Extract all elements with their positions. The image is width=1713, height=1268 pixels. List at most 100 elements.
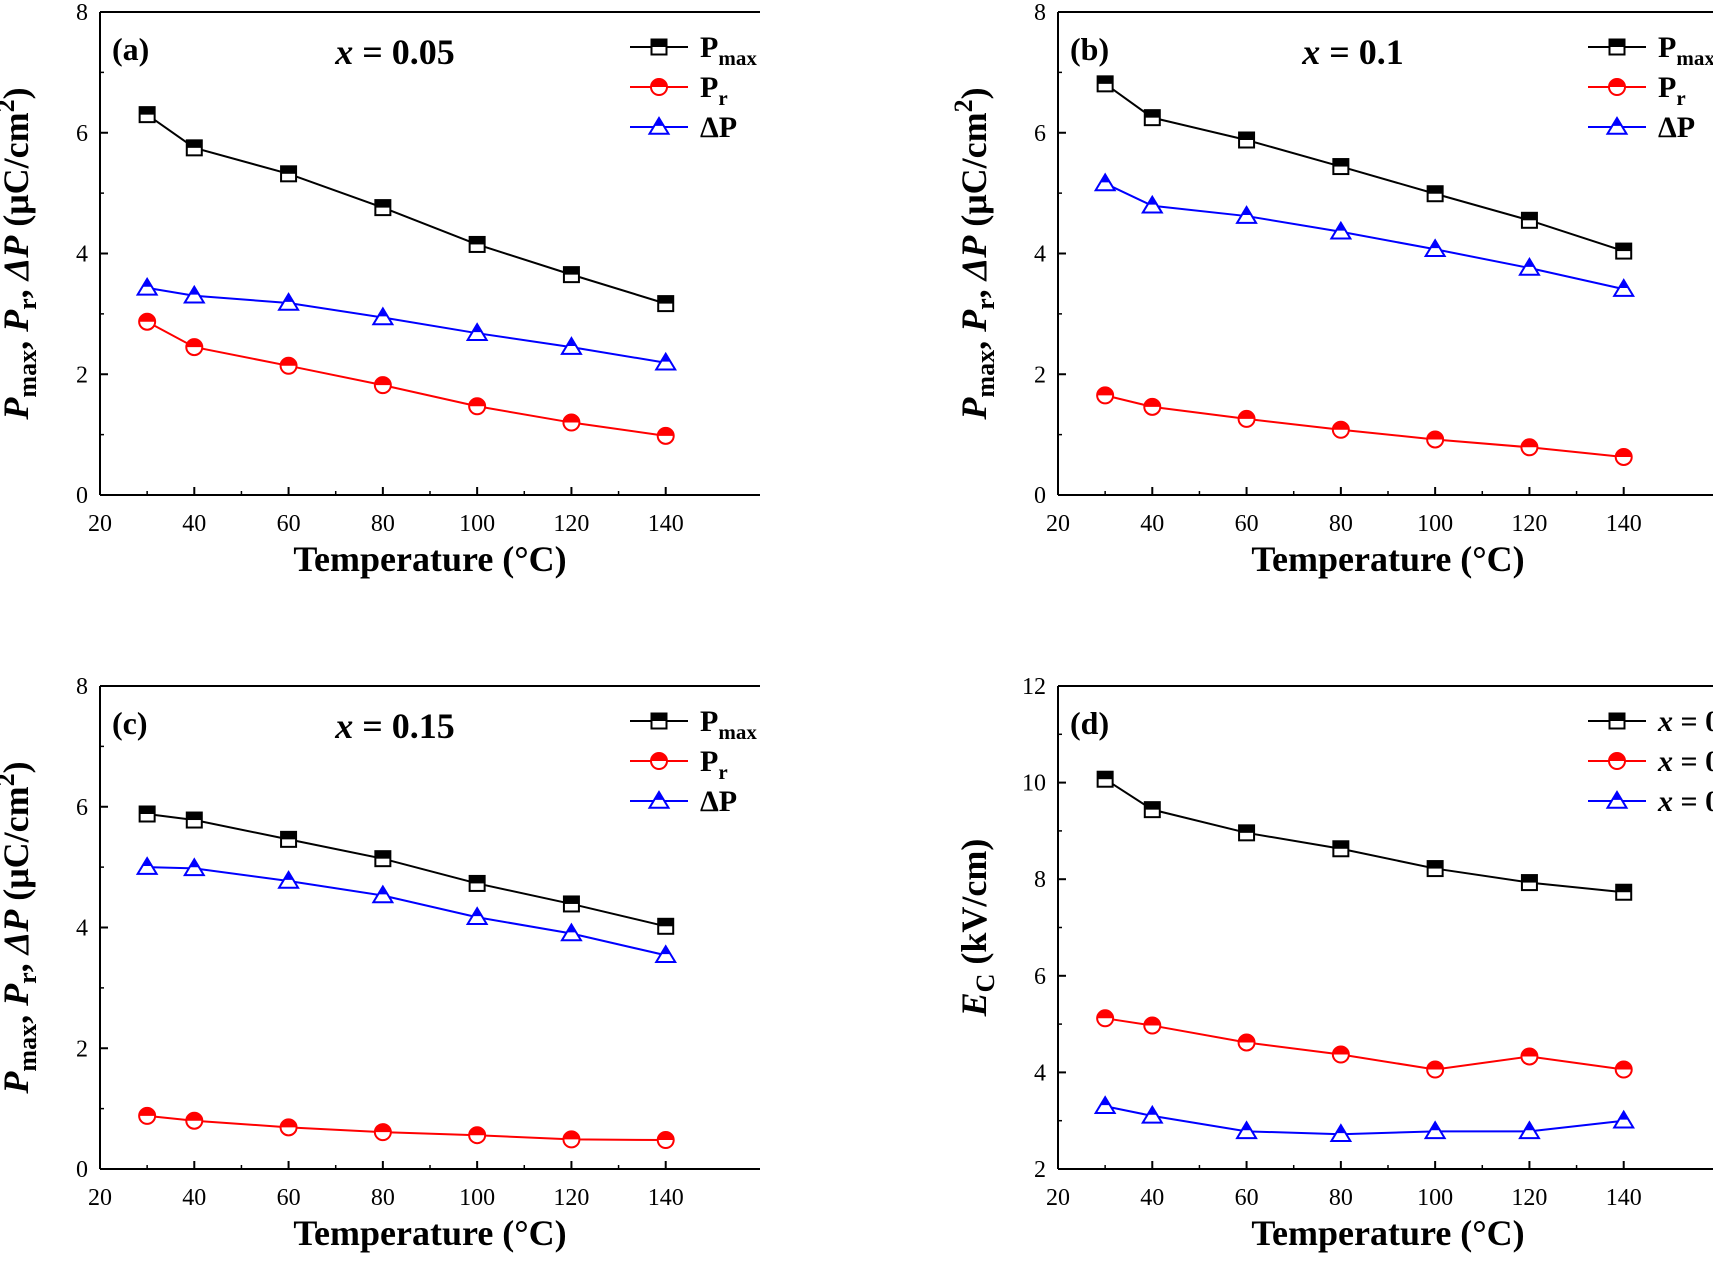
y-tick-label: 0 <box>76 483 88 509</box>
y-title-sup: 2 <box>949 99 978 112</box>
series-0 <box>1096 75 1633 260</box>
y-title-delta-p: ΔP <box>954 235 994 283</box>
data-point-fill <box>1615 448 1632 457</box>
y-title-comma: , <box>954 332 994 350</box>
data-point-fill <box>1427 861 1443 869</box>
y-title-unit: (μC/cm <box>954 112 994 235</box>
data-point-fill <box>139 1107 156 1116</box>
legend-label: x = 0.05 <box>1657 705 1713 738</box>
y-tick-label: 12 <box>1022 674 1046 700</box>
data-point-fill <box>1144 802 1160 810</box>
x-tick-label: 120 <box>1511 1185 1547 1211</box>
y-title-close: ) <box>0 761 36 773</box>
y-tick-label: 2 <box>1034 1157 1046 1183</box>
legend-main: P <box>1658 31 1676 64</box>
x-tick-label: 140 <box>1606 511 1642 537</box>
data-point-fill <box>1524 1122 1535 1131</box>
data-point-fill <box>1521 1048 1538 1057</box>
y-title-delta-p: ΔP <box>0 909 36 957</box>
y-tick-label: 6 <box>76 121 88 147</box>
data-point-fill <box>1618 1111 1629 1120</box>
y-title-sup: 2 <box>0 99 20 112</box>
annotation-var: x <box>334 706 353 746</box>
y-tick-label: 0 <box>76 1157 88 1183</box>
data-point-fill <box>1100 1097 1110 1106</box>
x-tick-label: 80 <box>1329 1185 1353 1211</box>
composition-annotation: x = 0.15 <box>334 706 455 746</box>
annotation-var: x <box>1301 32 1320 72</box>
data-point-fill <box>1100 174 1110 183</box>
x-tick-label: 60 <box>1235 511 1259 537</box>
x-tick-label: 100 <box>1417 511 1453 537</box>
x-tick-label: 100 <box>459 511 495 537</box>
series-2 <box>135 276 677 371</box>
data-point-fill <box>1618 280 1629 288</box>
x-tick-label: 80 <box>371 511 395 537</box>
data-point-fill <box>186 1112 203 1121</box>
y-title-sub-r: r <box>13 298 42 310</box>
series-1 <box>1096 386 1633 466</box>
x-tick-label: 40 <box>182 1185 206 1211</box>
legend-main: P <box>1658 71 1676 104</box>
data-point-fill <box>1524 258 1535 267</box>
series-line <box>147 813 666 928</box>
legend-label: ΔP <box>1658 111 1695 144</box>
x-axis-title: Temperature (°C) <box>1251 539 1524 579</box>
legend-main: P <box>700 705 718 738</box>
composition-annotation: x = 0.1 <box>1301 32 1404 72</box>
y-axis-title: EC (kV/cm) <box>954 839 1000 1018</box>
y-title-unit: (kV/cm) <box>954 839 994 974</box>
x-tick-label: 80 <box>1329 511 1353 537</box>
series-2 <box>1093 1095 1635 1142</box>
composition-annotation: x = 0.05 <box>334 32 455 72</box>
y-tick-label: 4 <box>1034 1060 1046 1086</box>
data-point-fill <box>472 908 482 917</box>
data-point-fill <box>186 812 202 821</box>
data-point-fill <box>283 294 294 302</box>
x-axis-title: Temperature (°C) <box>293 539 566 579</box>
legend-marker-fill <box>1612 792 1622 800</box>
y-title-sub-r: r <box>13 972 42 984</box>
data-point-fill <box>186 140 202 148</box>
data-point-fill <box>563 267 579 275</box>
series-line <box>1104 1017 1624 1071</box>
y-title-comma: , <box>954 280 994 298</box>
x-tick-label: 20 <box>88 511 112 537</box>
data-point-fill <box>142 858 152 866</box>
data-point-fill <box>375 851 391 859</box>
data-point-fill <box>281 166 297 174</box>
data-point-fill <box>563 1131 580 1140</box>
y-title-comma: , <box>0 280 36 298</box>
y-axis-title: Pmax, Pr, ΔP (μC/cm2) <box>0 761 42 1094</box>
y-tick-label: 10 <box>1022 771 1046 797</box>
data-point-fill <box>378 308 388 317</box>
data-point-fill <box>1333 159 1349 167</box>
x-tick-label: 140 <box>648 1185 684 1211</box>
data-point-fill <box>374 1124 391 1133</box>
data-point-fill <box>657 1132 674 1141</box>
x-tick-label: 40 <box>1140 1185 1164 1211</box>
legend-var: x <box>1657 745 1673 778</box>
legend-label: x = 0.15 <box>1657 785 1713 818</box>
data-point-fill <box>1097 387 1114 396</box>
y-title-sub-max: max <box>13 1024 42 1072</box>
series-line <box>1104 182 1624 291</box>
series-1 <box>138 312 675 445</box>
data-point-fill <box>1238 1034 1255 1043</box>
data-point-fill <box>283 872 294 880</box>
legend-marker-fill <box>1609 79 1625 87</box>
y-axis-title: Pmax, Pr, ΔP (μC/cm2) <box>0 87 42 420</box>
data-point-fill <box>1615 1061 1632 1070</box>
data-point-fill <box>1336 1125 1346 1134</box>
x-tick-label: 20 <box>88 1185 112 1211</box>
data-point-fill <box>566 338 577 346</box>
panel-c: 20 40 60 80 100 120 140 0 2 4 6 8 Temperature (°C) Pm… <box>0 674 760 1253</box>
data-point-fill <box>139 806 155 814</box>
legend-subscript: r <box>718 760 727 784</box>
legend-main: ΔP <box>1658 111 1695 144</box>
legend-label: Pmax <box>700 705 757 744</box>
y-title-sub-r: r <box>971 298 1000 310</box>
y-title-p: P <box>954 309 994 333</box>
y-title-e: E <box>954 992 994 1017</box>
y-tick-label: 2 <box>1034 362 1046 388</box>
